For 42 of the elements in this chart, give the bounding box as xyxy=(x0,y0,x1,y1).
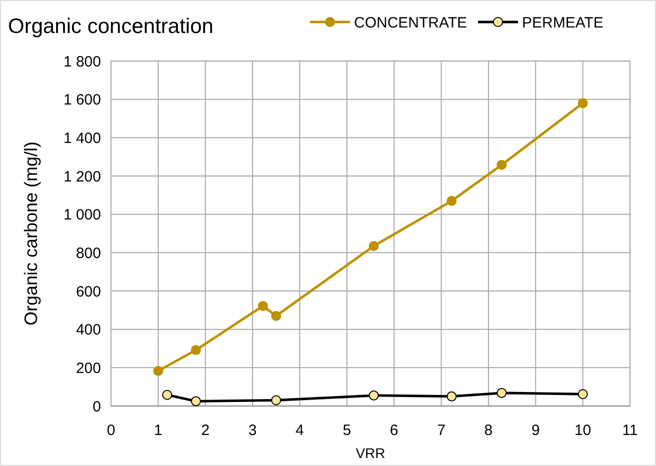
x-tick-label: 4 xyxy=(296,422,304,439)
point xyxy=(578,98,588,108)
x-tick-label: 0 xyxy=(106,422,116,439)
y-tick-label: 1 000 xyxy=(63,206,101,224)
point xyxy=(190,396,201,406)
point xyxy=(190,345,201,356)
x-tick-label: 10 xyxy=(574,422,592,439)
point xyxy=(368,390,379,400)
point xyxy=(368,240,379,251)
y-tick-label: 0 xyxy=(92,398,101,416)
y-axis-title: Organic carbone (mg/l) xyxy=(21,141,41,326)
legend-label: CONCENTRATE xyxy=(354,14,468,32)
point xyxy=(446,196,457,206)
x-tick-label: 5 xyxy=(342,422,352,439)
x-tick-label: 1 xyxy=(154,422,162,439)
point xyxy=(271,310,282,321)
y-tick-label: 400 xyxy=(76,322,101,339)
x-tick-label: 7 xyxy=(437,422,446,439)
point xyxy=(496,160,507,170)
x-tick-label: 11 xyxy=(622,422,638,439)
point xyxy=(162,390,172,400)
y-tick-label: 800 xyxy=(76,244,101,262)
x-tick-label: 2 xyxy=(201,422,210,439)
x-tick-label: 8 xyxy=(484,422,493,439)
y-tick-label: 1 600 xyxy=(63,92,101,109)
y-tick-label: 1 800 xyxy=(63,53,101,70)
point xyxy=(153,366,164,376)
point xyxy=(496,388,507,398)
x-tick-label: 3 xyxy=(248,422,257,439)
y-tick-label: 1 400 xyxy=(63,130,101,147)
legend-label: PERMEATE xyxy=(522,14,604,32)
point xyxy=(446,391,457,402)
point xyxy=(271,395,282,406)
x-tick-label: 9 xyxy=(531,422,540,439)
y-tick-label: 200 xyxy=(76,360,101,377)
x-axis-title: VRR xyxy=(356,445,386,461)
point xyxy=(578,389,588,400)
y-tick-label: 1 200 xyxy=(63,168,101,186)
point xyxy=(258,300,268,311)
y-tick-label: 600 xyxy=(76,283,101,300)
x-tick-label: 6 xyxy=(390,422,398,439)
chart-title: Organic concentration xyxy=(8,15,214,38)
